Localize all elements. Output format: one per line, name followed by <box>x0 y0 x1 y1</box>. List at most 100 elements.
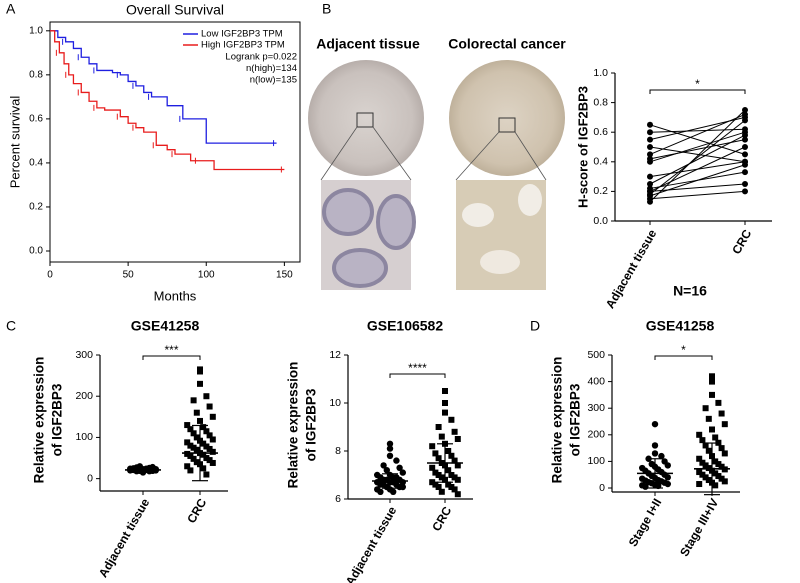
point <box>742 188 748 195</box>
point <box>709 378 715 385</box>
point <box>699 437 706 444</box>
y-tick-label: 0 <box>599 482 605 494</box>
point <box>651 420 659 428</box>
zoom-box <box>356 112 374 128</box>
point <box>193 434 200 441</box>
point <box>658 452 665 460</box>
point <box>712 434 719 441</box>
pair-line <box>649 109 746 203</box>
point <box>702 462 709 469</box>
zoom-box <box>498 117 516 133</box>
point <box>696 431 703 438</box>
point <box>454 491 461 498</box>
annotation: n(low)=135 <box>250 75 297 86</box>
point <box>664 462 671 469</box>
point <box>429 464 436 471</box>
chart-title: GSE41258 <box>131 318 200 334</box>
y-tick-label: 0.4 <box>29 158 43 169</box>
point <box>435 455 442 462</box>
point <box>454 462 461 469</box>
annotation: Logrank p=0.022 <box>225 52 297 63</box>
y-tick-label: 1.0 <box>593 67 608 79</box>
point <box>448 452 455 459</box>
point <box>742 107 748 113</box>
y-tick-label: 100 <box>75 431 93 443</box>
significance-bracket <box>389 373 446 378</box>
significance-bracket <box>142 355 201 360</box>
gland <box>322 188 374 236</box>
x-tick-label: CRC <box>429 504 454 534</box>
y-axis-label: Relative expression <box>286 362 301 489</box>
point <box>705 477 712 484</box>
point <box>187 452 194 459</box>
y-tick-label: 200 <box>75 390 93 402</box>
y-axis-label: of IGF2BP3 <box>304 388 319 461</box>
point <box>438 433 445 440</box>
point <box>432 469 439 476</box>
pair-line <box>649 128 746 133</box>
pair-line <box>649 119 746 195</box>
point <box>709 373 715 380</box>
point <box>203 443 210 450</box>
point <box>742 136 748 143</box>
point <box>393 457 400 464</box>
point <box>386 440 394 447</box>
point <box>200 424 207 431</box>
point <box>386 452 394 459</box>
point <box>432 450 439 457</box>
point <box>429 479 436 486</box>
point <box>200 440 207 447</box>
y-axis-label: of IGF2BP3 <box>50 383 65 456</box>
point <box>203 471 210 478</box>
y-tick-label: 300 <box>587 402 605 414</box>
point <box>203 428 210 435</box>
point <box>705 415 712 422</box>
pair-line <box>649 146 746 192</box>
point <box>187 442 194 449</box>
panel-label: D <box>530 318 540 334</box>
point <box>190 444 197 451</box>
y-tick-label: 0.6 <box>593 126 608 138</box>
point <box>206 457 213 464</box>
point <box>712 458 719 465</box>
y-tick-label: 1.0 <box>29 25 43 36</box>
point <box>742 181 748 187</box>
y-axis-label: Relative expression <box>550 357 565 484</box>
point <box>377 488 384 495</box>
plot-frame <box>49 21 301 263</box>
point <box>203 393 210 400</box>
chart-title: GSE106582 <box>367 318 443 334</box>
significance: * <box>681 343 686 357</box>
y-tick-label: 0.0 <box>29 246 43 257</box>
point <box>432 481 439 488</box>
point <box>193 409 200 416</box>
chart-title: GSE41258 <box>646 318 715 334</box>
lumen <box>518 184 542 216</box>
point <box>197 417 203 424</box>
point <box>190 455 197 462</box>
y-axis-label: of IGF2BP3 <box>568 383 583 456</box>
x-tick-label: Stage I+II <box>626 496 665 549</box>
point <box>699 459 706 466</box>
point <box>451 428 458 435</box>
point <box>435 472 442 478</box>
y-tick-label: 0.6 <box>29 114 43 125</box>
y-tick-label: 0.0 <box>593 215 608 227</box>
pair-line <box>649 190 746 200</box>
point <box>451 457 458 464</box>
chart-title: Overall Survival <box>126 2 224 18</box>
y-tick-label: 400 <box>587 375 605 387</box>
point <box>209 413 216 420</box>
y-axis-label: H-score of IGF2BP3 <box>575 86 590 208</box>
point <box>200 465 207 472</box>
lumen <box>462 203 494 227</box>
y-tick-label: 0.8 <box>29 69 43 80</box>
x-tick-label: Adjacent tissue <box>343 504 400 583</box>
significance-bracket <box>649 89 746 94</box>
point <box>709 426 715 433</box>
point <box>203 455 210 462</box>
point <box>651 450 659 457</box>
y-tick-label: 200 <box>587 429 605 441</box>
point <box>390 488 397 495</box>
point <box>184 439 191 446</box>
